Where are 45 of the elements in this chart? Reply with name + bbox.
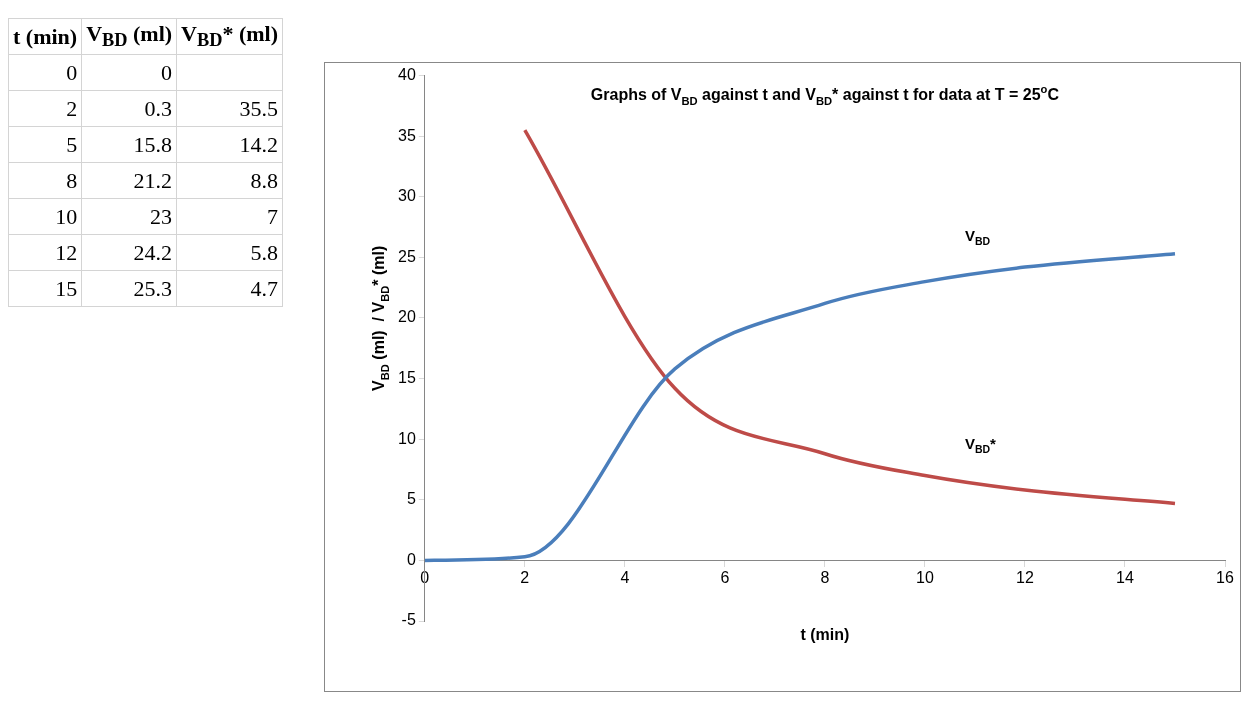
x-tick-label: 4 [620,569,630,587]
text: 15 [55,275,78,301]
y-tick-label: 25 [398,247,416,265]
line-series [424,252,1177,563]
x-tick-label: 14 [1116,569,1134,587]
text: 5 [66,131,78,157]
y-tick-label: 0 [406,550,416,568]
text: 15.8 [133,131,173,157]
category-label: V$_{BD}$* (ml) [176,18,283,55]
text: 0.3 [144,95,173,121]
x-tick-label: 2 [520,569,530,587]
x-axis-title: t (min) [800,626,850,644]
category-label: t (min) [8,18,82,55]
x-tick-label: 12 [1016,569,1034,587]
text: 24.2 [133,239,173,265]
y-tick-label: 5 [406,490,416,508]
text: 8.8 [250,167,279,193]
text: 5.8 [250,239,279,265]
y-tick-label: 40 [398,66,416,84]
x-tick-label: 6 [720,569,730,587]
text: 21.2 [133,167,173,193]
text: 7 [267,203,279,229]
x-tick-label: 8 [820,569,830,587]
text: 14.2 [239,131,279,157]
y-tick-label: 20 [398,308,416,326]
line-series [523,128,1177,506]
y-tick-label: 35 [398,126,416,144]
text: 10 [55,203,78,229]
text: 0 [66,59,78,85]
category-label: V$_{BD}$ (ml) [81,18,177,55]
x-tick-label: 16 [1216,569,1234,587]
x-tick-label: 10 [916,569,934,587]
text: 4.7 [250,275,279,301]
y-axis-title: VBD (ml) / VBD* (ml) [370,245,391,391]
text: 25.3 [133,275,173,301]
y-tick-label: 15 [398,369,416,387]
text: 2 [66,95,78,121]
text: 23 [150,203,173,229]
text: 0 [161,59,173,85]
y-tick-label: 10 [398,429,416,447]
y-tick-label: 30 [398,187,416,205]
y-tick-label: -5 [401,611,416,629]
text: 8 [66,167,78,193]
text: 12 [55,239,78,265]
text: 35.5 [239,95,279,121]
